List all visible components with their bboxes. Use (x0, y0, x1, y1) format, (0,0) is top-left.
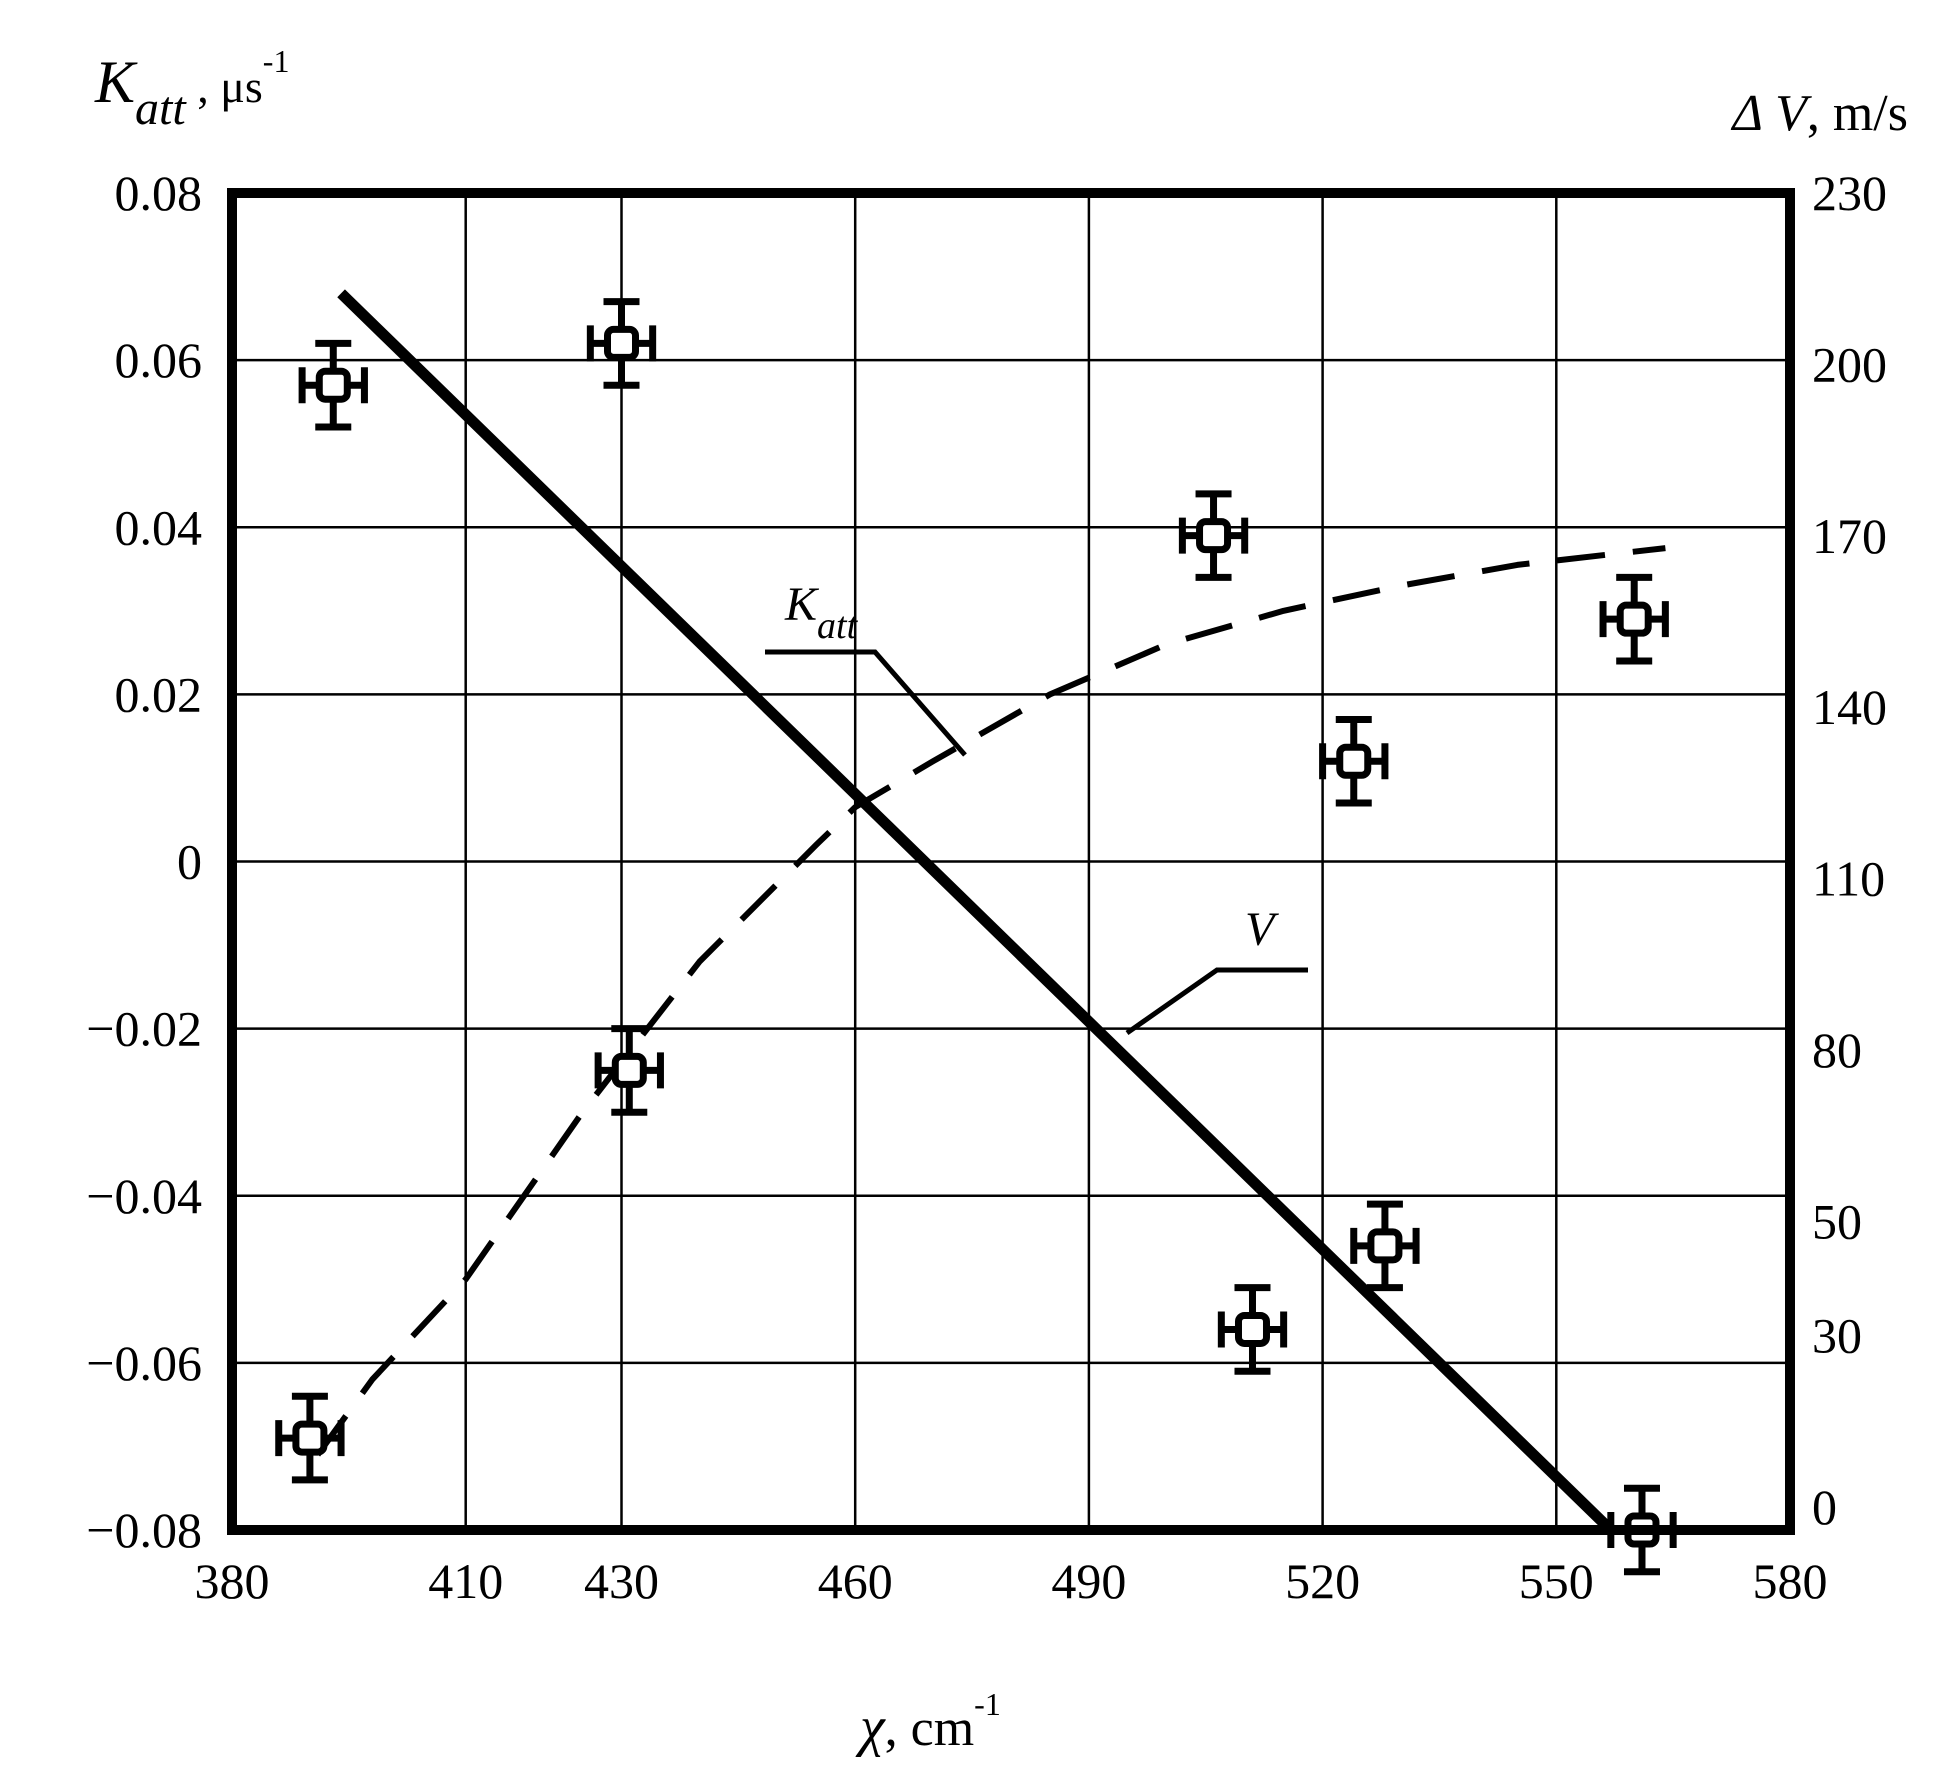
y-left-tick-label: 0.04 (115, 499, 203, 555)
y-left-title-sub: att (135, 82, 187, 135)
y-right-tick-label: 170 (1812, 508, 1887, 564)
data-point (594, 1025, 664, 1116)
curves (315, 289, 1666, 1534)
point-marker (1336, 743, 1372, 779)
x-axis-title: χ, cm-1 (855, 1686, 1001, 1758)
x-tick-label: 550 (1519, 1553, 1594, 1609)
y-right-tick-label: 0 (1812, 1479, 1837, 1535)
y-right-tick-label: 80 (1812, 1022, 1862, 1078)
y-right-tick-label: 50 (1812, 1193, 1862, 1249)
katt-label-sub: att (817, 605, 859, 647)
data-point (1319, 715, 1389, 807)
y-right-tick-label: 200 (1812, 336, 1887, 392)
y-right-tick-label: 140 (1812, 679, 1887, 735)
v-solid-line (337, 289, 1615, 1534)
data-point (1217, 1284, 1288, 1375)
x-tick-label: 520 (1285, 1553, 1360, 1609)
y-left-tick-label: 0.02 (115, 666, 203, 722)
y-left-title-unit: , μs (186, 61, 263, 112)
data-point (586, 298, 657, 389)
x-tick-label: 490 (1051, 1553, 1126, 1609)
y-left-tick-label: 0 (177, 834, 202, 890)
katt-dashed-curve (315, 545, 1666, 1457)
point-marker (604, 325, 639, 361)
point-marker (315, 367, 351, 403)
katt-label-main: K (784, 578, 820, 631)
point-marker (1616, 601, 1652, 637)
x-tick-label: 430 (584, 1553, 659, 1609)
y-left-tick-label: 0.08 (115, 165, 203, 221)
point-marker (1234, 1311, 1270, 1347)
y-left-tick-label: −0.08 (86, 1502, 202, 1558)
v-curve-label: V (1125, 903, 1308, 1036)
data-points (275, 298, 1677, 1576)
y-left-tick-label: 0.06 (115, 332, 203, 388)
point-marker (611, 1052, 647, 1088)
x-tick-label: 460 (818, 1553, 893, 1609)
y-left-tick-label: −0.04 (86, 1168, 202, 1224)
data-point (275, 1392, 345, 1484)
y-right-tick-label: 30 (1812, 1308, 1862, 1364)
x-tick-label: 380 (195, 1553, 270, 1609)
katt-leader-line (765, 649, 967, 757)
point-marker (292, 1420, 328, 1456)
y-left-tick-label: −0.02 (86, 1001, 202, 1057)
y-right-tick-label: 230 (1812, 165, 1887, 221)
data-point (1599, 573, 1669, 665)
data-point (1350, 1200, 1420, 1292)
data-point (298, 339, 368, 431)
data-point (1178, 490, 1249, 581)
point-marker (1367, 1228, 1403, 1264)
y-right-axis-title: Δ V, m/s (1731, 85, 1908, 142)
y-left-title-exp: -1 (263, 43, 290, 79)
v-label-text: V (1245, 903, 1279, 956)
x-title-unit: , cm (885, 1700, 975, 1757)
x-title-main: χ (855, 1696, 886, 1758)
y-left-axis-title: Katt , μs-1 (94, 43, 289, 135)
y-right-title-unit: , m/s (1807, 85, 1908, 142)
x-tick-label: 580 (1753, 1553, 1828, 1609)
y-left-title-main: K (94, 49, 138, 115)
x-title-exp: -1 (974, 1686, 1001, 1722)
point-marker (1196, 518, 1232, 554)
tick-labels: 380 410 430 460 490 520 550 580 0.08 0.06 0.04 0.02… (86, 165, 1887, 1609)
y-right-tick-label: 110 (1812, 851, 1885, 907)
katt-curve-label: Katt (765, 578, 967, 757)
y-right-title-main: Δ V (1731, 85, 1813, 142)
plot-frame (227, 188, 1795, 1535)
katt-label-text: Katt (784, 578, 859, 647)
grid (230, 191, 1792, 1532)
x-tick-label: 410 (428, 1553, 503, 1609)
v-leader-line (1125, 967, 1308, 1036)
y-left-tick-label: −0.06 (86, 1335, 202, 1391)
